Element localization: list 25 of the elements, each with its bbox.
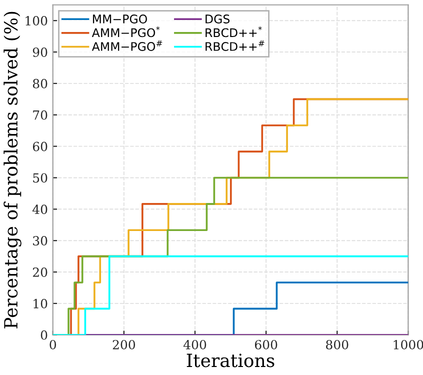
y-tick-label: 10	[34, 298, 48, 308]
legend-label: MM−PGO	[92, 14, 147, 24]
x-tick-label: 400	[183, 340, 206, 350]
legend-label: AMM−PGO$^{#}$	[92, 40, 162, 51]
x-tick-label: 0	[50, 340, 56, 350]
y-axis-title: Percentage of problems solved (%)	[4, 12, 22, 328]
y-tick-label: 70	[33, 110, 48, 120]
y-tick-label: 90	[32, 47, 48, 57]
y-tick-label: 80	[32, 78, 48, 88]
legend-label: DGS	[206, 14, 230, 24]
y-tick-label: 40	[32, 204, 48, 214]
x-axis-title: Iterations	[186, 354, 274, 368]
y-tick-label: 20	[32, 267, 48, 277]
x-tick-label: 200	[112, 340, 136, 350]
y-tick-label: 100	[26, 16, 48, 26]
y-tick-label: 30	[33, 236, 48, 246]
y-tick-label: 60	[32, 142, 48, 152]
x-tick-label: 800	[326, 340, 348, 350]
legend-label: RBCD++$^{*}$	[206, 26, 262, 38]
legend-label: RBCD++$^{#}$	[206, 40, 264, 51]
x-tick-label: 1000	[394, 340, 423, 350]
y-tick-label: 0	[40, 330, 48, 340]
y-tick-label: 50	[33, 173, 48, 183]
legend-label: AMM−PGO$^{*}$	[92, 26, 160, 38]
x-tick-label: 600	[254, 340, 278, 350]
